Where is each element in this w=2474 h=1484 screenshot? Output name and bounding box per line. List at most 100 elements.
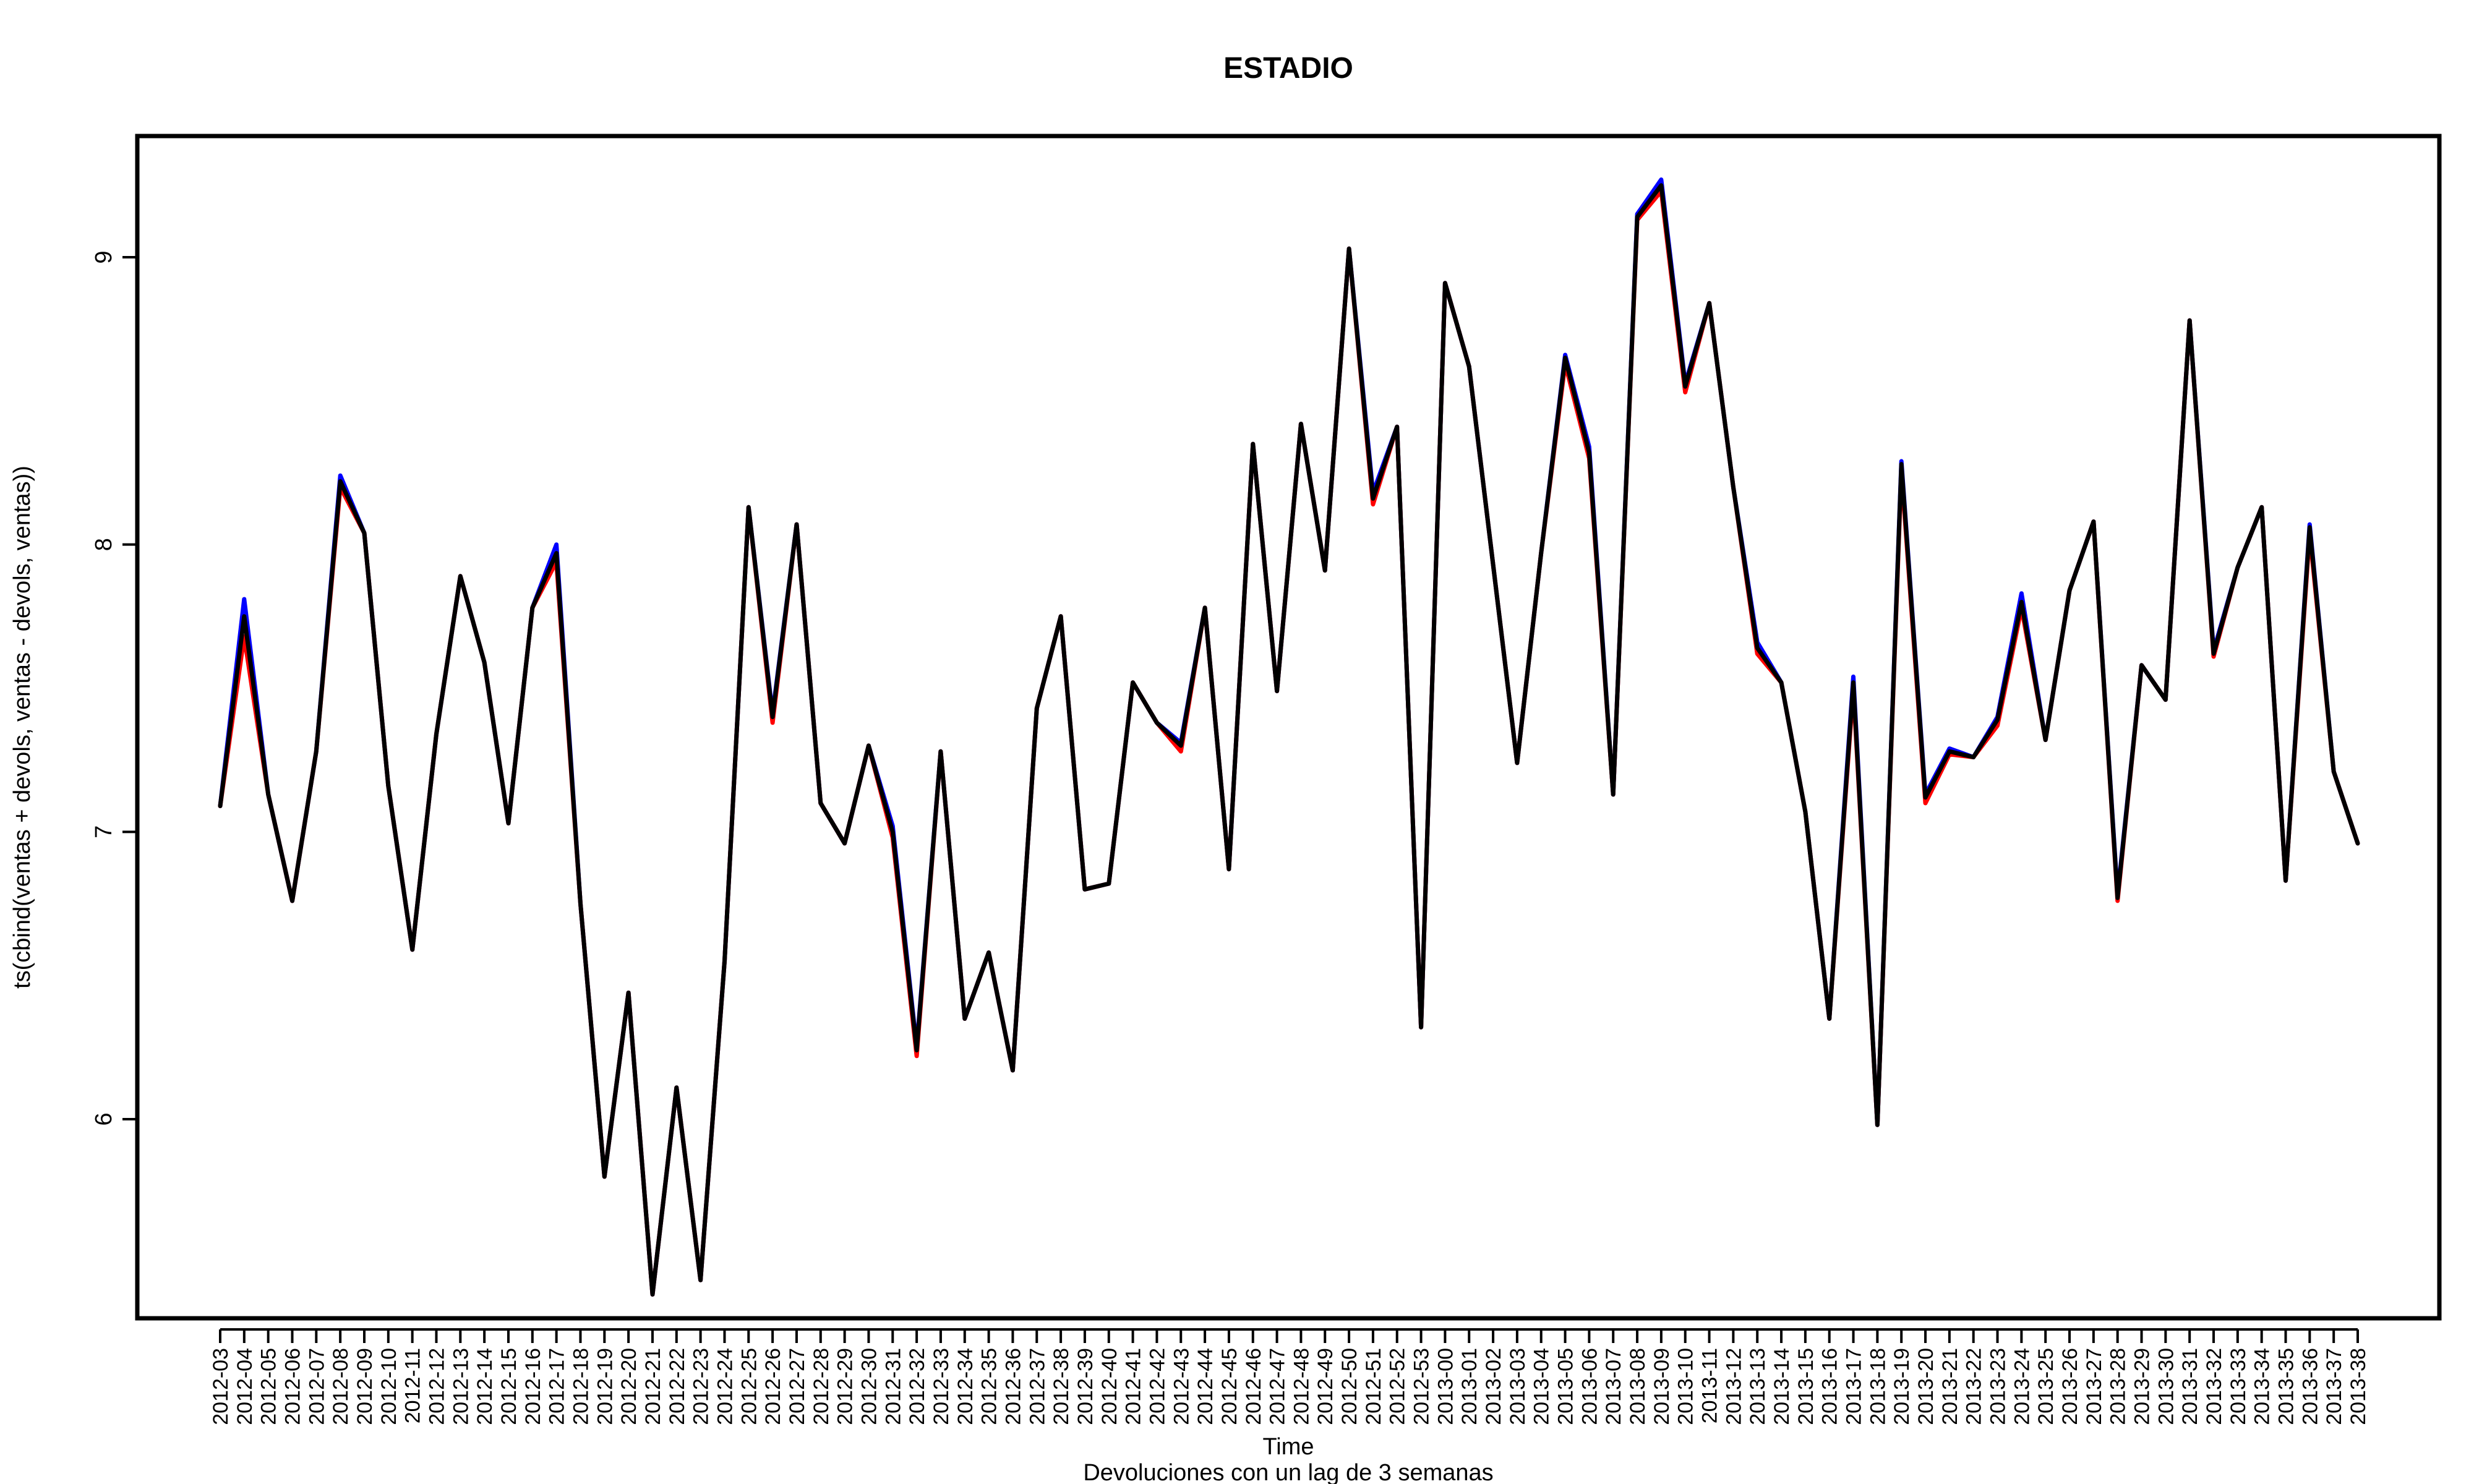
x-tick-label: 2012-33 bbox=[930, 1348, 953, 1425]
x-tick-label: 2012-52 bbox=[1386, 1348, 1410, 1425]
x-tick-label: 2013-26 bbox=[2058, 1348, 2082, 1425]
x-tick-label: 2013-32 bbox=[2202, 1348, 2226, 1425]
x-tick-label: 2012-44 bbox=[1194, 1348, 1217, 1425]
x-tick-label: 2013-02 bbox=[1482, 1348, 1505, 1425]
x-tick-label: 2012-53 bbox=[1410, 1348, 1434, 1425]
x-tick-label: 2013-25 bbox=[2034, 1348, 2058, 1425]
x-axis-label: Time bbox=[1262, 1434, 1314, 1460]
x-tick-label: 2012-14 bbox=[473, 1348, 497, 1425]
x-tick-label: 2013-29 bbox=[2131, 1348, 2154, 1425]
x-tick-label: 2013-00 bbox=[1434, 1348, 1457, 1425]
x-tick-label: 2013-13 bbox=[1746, 1348, 1770, 1425]
x-tick-label: 2012-27 bbox=[785, 1348, 809, 1425]
x-tick-label: 2013-04 bbox=[1530, 1348, 1554, 1425]
x-tick-label: 2012-38 bbox=[1050, 1348, 1073, 1425]
x-tick-label: 2012-17 bbox=[546, 1348, 569, 1425]
x-tick-label: 2013-14 bbox=[1770, 1348, 1794, 1425]
x-tick-label: 2012-18 bbox=[569, 1348, 593, 1425]
chart-subtitle: Devoluciones con un lag de 3 semanas bbox=[1083, 1460, 1493, 1484]
x-tick-label: 2012-31 bbox=[881, 1348, 905, 1425]
x-tick-label: 2013-05 bbox=[1554, 1348, 1578, 1425]
x-tick-label: 2012-08 bbox=[329, 1348, 353, 1425]
x-tick-label: 2012-10 bbox=[377, 1348, 401, 1425]
x-tick-label: 2012-09 bbox=[353, 1348, 377, 1425]
x-tick-label: 2013-38 bbox=[2347, 1348, 2370, 1425]
x-tick-label: 2013-24 bbox=[2010, 1348, 2034, 1425]
x-tick-label: 2012-43 bbox=[1170, 1348, 1193, 1425]
x-tick-label: 2012-41 bbox=[1122, 1348, 1145, 1425]
y-tick-label: 8 bbox=[91, 538, 117, 551]
x-tick-label: 2013-33 bbox=[2227, 1348, 2250, 1425]
x-tick-label: 2013-27 bbox=[2082, 1348, 2106, 1425]
x-tick-label: 2012-03 bbox=[209, 1348, 233, 1425]
x-tick-label: 2012-49 bbox=[1314, 1348, 1337, 1425]
x-tick-label: 2012-20 bbox=[617, 1348, 641, 1425]
x-tick-label: 2012-40 bbox=[1098, 1348, 1121, 1425]
series-line-3 bbox=[218, 183, 2360, 1297]
x-tick-label: 2012-25 bbox=[737, 1348, 761, 1425]
x-tick-label: 2012-11 bbox=[401, 1348, 425, 1423]
chart-title: ESTADIO bbox=[1223, 52, 1353, 85]
y-axis: 6 7 8 9 bbox=[91, 250, 137, 1126]
x-tick-label: 2013-37 bbox=[2322, 1348, 2346, 1425]
x-tick-label: 2013-22 bbox=[1963, 1348, 1986, 1425]
x-tick-label: 2012-47 bbox=[1266, 1348, 1290, 1425]
x-tick-label: 2012-50 bbox=[1338, 1348, 1361, 1425]
x-tick-label: 2013-35 bbox=[2275, 1348, 2298, 1425]
x-tick-label: 2013-21 bbox=[1938, 1348, 1962, 1425]
x-tick-label: 2013-08 bbox=[1626, 1348, 1650, 1425]
x-tick-label: 2012-26 bbox=[761, 1348, 785, 1425]
x-tick-label: 2012-23 bbox=[690, 1348, 713, 1425]
x-tick-label: 2013-30 bbox=[2154, 1348, 2178, 1425]
x-tick-label: 2012-04 bbox=[233, 1348, 257, 1425]
series-line-1 bbox=[218, 177, 2360, 1297]
x-tick-label: 2012-51 bbox=[1362, 1348, 1385, 1425]
x-tick-label: 2013-18 bbox=[1866, 1348, 1890, 1425]
x-tick-label: 2013-06 bbox=[1578, 1348, 1601, 1425]
x-tick-label: 2013-01 bbox=[1458, 1348, 1481, 1425]
x-tick-label: 2013-31 bbox=[2178, 1348, 2202, 1425]
y-tick-label: 7 bbox=[91, 825, 117, 838]
x-tick-label: 2013-28 bbox=[2107, 1348, 2130, 1425]
x-tick-label: 2012-48 bbox=[1290, 1348, 1313, 1425]
x-tick-label: 2013-15 bbox=[1794, 1348, 1818, 1425]
x-tick-label: 2012-16 bbox=[521, 1348, 545, 1425]
x-tick-label: 2012-29 bbox=[834, 1348, 857, 1425]
x-tick-label: 2012-37 bbox=[1025, 1348, 1049, 1425]
x-tick-label: 2013-23 bbox=[1987, 1348, 2010, 1425]
x-tick-label: 2013-09 bbox=[1650, 1348, 1674, 1425]
x-tick-label: 2013-36 bbox=[2298, 1348, 2322, 1425]
x-tick-label: 2013-03 bbox=[1506, 1348, 1530, 1425]
plot-frame bbox=[135, 134, 2442, 1321]
x-tick-label: 2012-35 bbox=[978, 1348, 1001, 1425]
x-tick-label: 2013-19 bbox=[1890, 1348, 1914, 1425]
x-tick-label: 2012-12 bbox=[425, 1348, 448, 1425]
x-tick-label: 2013-16 bbox=[1818, 1348, 1842, 1425]
x-tick-label: 2013-11 bbox=[1698, 1348, 1722, 1423]
x-tick-label: 2012-19 bbox=[593, 1348, 617, 1425]
x-tick-label: 2012-22 bbox=[666, 1348, 689, 1425]
x-tick-label: 2013-07 bbox=[1602, 1348, 1625, 1425]
y-tick-label: 6 bbox=[91, 1112, 117, 1125]
y-tick-label: 9 bbox=[91, 250, 117, 263]
series-line-2 bbox=[218, 189, 2360, 1297]
x-axis: 2012-03 2012-04 2012-05 2012-06 2012-07 2012-… bbox=[209, 1328, 2370, 1425]
y-axis-label: ts(cbind(ventas + devols, ventas - devol… bbox=[9, 466, 35, 989]
x-tick-label: 2012-32 bbox=[905, 1348, 929, 1425]
x-tick-label: 2012-15 bbox=[497, 1348, 521, 1425]
x-tick-label: 2012-46 bbox=[1242, 1348, 1265, 1425]
x-tick-label: 2012-21 bbox=[641, 1348, 665, 1425]
x-tick-label: 2012-45 bbox=[1218, 1348, 1241, 1425]
x-tick-label: 2012-05 bbox=[257, 1348, 281, 1425]
x-tick-label: 2013-10 bbox=[1674, 1348, 1698, 1425]
x-tick-label: 2013-12 bbox=[1722, 1348, 1745, 1425]
x-tick-label: 2012-39 bbox=[1074, 1348, 1097, 1425]
x-tick-label: 2012-07 bbox=[305, 1348, 328, 1425]
x-tick-label: 2013-34 bbox=[2251, 1348, 2274, 1425]
x-tick-label: 2012-42 bbox=[1145, 1348, 1169, 1425]
x-tick-label: 2012-13 bbox=[449, 1348, 473, 1425]
x-tick-label: 2013-17 bbox=[1843, 1348, 1866, 1425]
x-tick-label: 2012-30 bbox=[857, 1348, 881, 1425]
x-tick-label: 2012-06 bbox=[281, 1348, 304, 1425]
